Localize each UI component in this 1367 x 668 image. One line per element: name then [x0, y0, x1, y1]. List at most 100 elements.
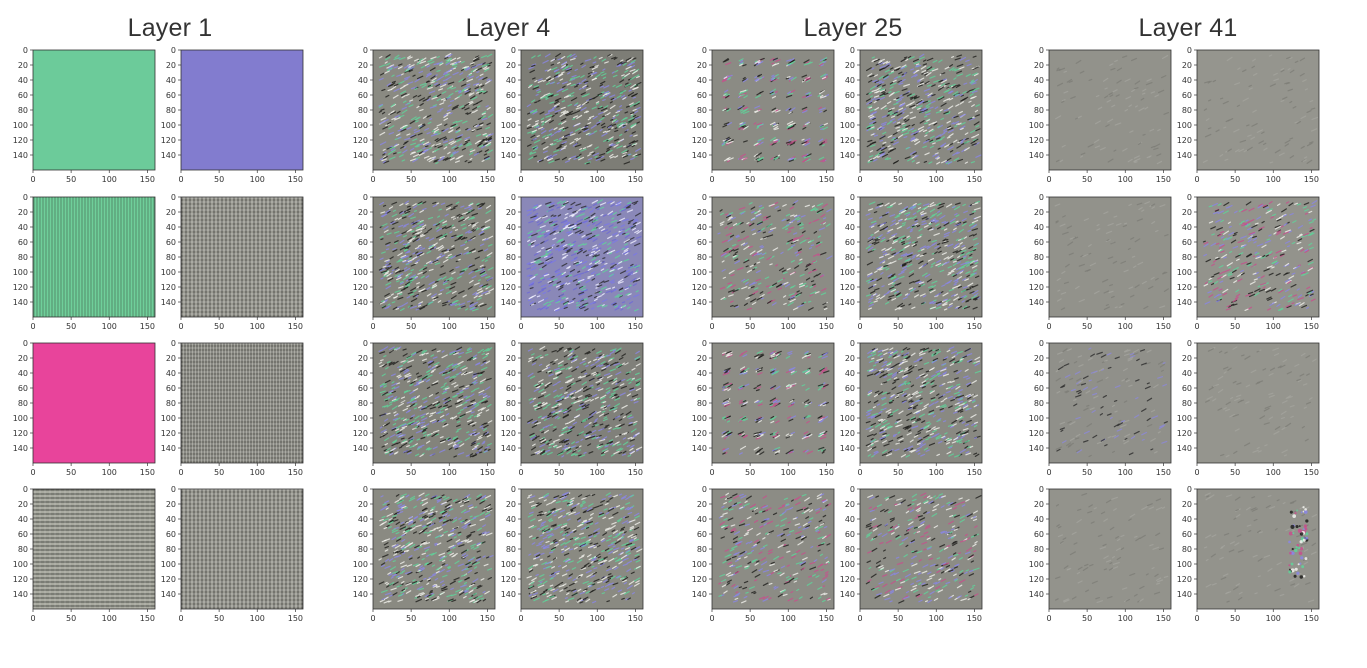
feature-map-image — [1197, 197, 1319, 317]
y-tick-label: 20 — [166, 208, 176, 217]
y-tick-label: 80 — [845, 106, 855, 115]
x-tick-label: 100 — [781, 322, 796, 331]
y-tick-label: 40 — [506, 76, 516, 85]
y-tick-label: 20 — [166, 61, 176, 70]
y-tick-label: 20 — [1034, 208, 1044, 217]
y-tick-label: 0 — [702, 485, 707, 494]
y-tick-label: 40 — [18, 515, 28, 524]
y-tick-label: 80 — [1034, 253, 1044, 262]
y-tick-label: 100 — [692, 268, 707, 277]
x-tick-label: 0 — [1046, 322, 1051, 331]
y-tick-label: 40 — [1182, 515, 1192, 524]
y-tick-label: 100 — [13, 268, 28, 277]
x-tick-label: 100 — [102, 175, 117, 184]
x-tick-label: 0 — [857, 614, 862, 623]
y-tick-label: 40 — [166, 223, 176, 232]
y-tick-label: 140 — [840, 444, 855, 453]
y-tick-label: 20 — [18, 208, 28, 217]
feature-map-plot: 0 20 40 60 80 100 120 140 0 50 100 150 — [353, 339, 496, 477]
x-tick-label: 50 — [745, 468, 755, 477]
y-tick-label: 20 — [1034, 354, 1044, 363]
y-tick-label: 120 — [161, 136, 176, 145]
feature-map-image — [1049, 343, 1171, 463]
feature-map-panel: 0 20 40 60 80 100 120 140 0 50 100 150 — [153, 339, 304, 486]
y-tick-label: 20 — [506, 500, 516, 509]
y-tick-label: 40 — [166, 369, 176, 378]
x-tick-label: 150 — [140, 322, 155, 331]
y-tick-label: 120 — [1029, 136, 1044, 145]
y-tick-label: 100 — [161, 268, 176, 277]
y-tick-label: 140 — [1029, 298, 1044, 307]
feature-map-image — [1197, 343, 1319, 463]
y-tick-label: 80 — [18, 106, 28, 115]
feature-map-panel: 0 20 40 60 80 100 120 140 0 50 100 150 — [345, 193, 496, 340]
y-tick-label: 0 — [1187, 485, 1192, 494]
feature-map-panel: 0 20 40 60 80 100 120 140 0 50 100 150 — [345, 339, 496, 486]
y-tick-label: 20 — [506, 61, 516, 70]
y-tick-label: 80 — [506, 253, 516, 262]
x-tick-label: 150 — [967, 468, 982, 477]
y-tick-label: 140 — [161, 151, 176, 160]
feature-map-plot: 0 20 40 60 80 100 120 140 0 50 100 150 — [501, 339, 644, 477]
y-tick-label: 0 — [1187, 339, 1192, 348]
feature-map-plot: 0 20 40 60 80 100 120 140 0 50 100 150 — [161, 485, 304, 623]
x-tick-label: 150 — [288, 468, 303, 477]
y-tick-label: 80 — [1182, 545, 1192, 554]
y-tick-label: 120 — [353, 283, 368, 292]
x-tick-label: 150 — [628, 468, 643, 477]
y-tick-label: 140 — [161, 590, 176, 599]
x-tick-label: 0 — [518, 614, 523, 623]
layer-title-25: Layer 25 — [803, 14, 903, 42]
x-tick-label: 150 — [1156, 614, 1171, 623]
x-tick-label: 150 — [967, 614, 982, 623]
y-tick-label: 60 — [1034, 238, 1044, 247]
y-tick-label: 0 — [1187, 193, 1192, 202]
feature-map-panel: 0 20 40 60 80 100 120 140 0 50 100 150 — [153, 46, 304, 193]
x-tick-label: 50 — [745, 614, 755, 623]
feature-map-plot: 0 20 40 60 80 100 120 140 0 50 100 150 — [353, 46, 496, 184]
y-tick-label: 80 — [1034, 106, 1044, 115]
x-tick-label: 100 — [1118, 322, 1133, 331]
y-tick-label: 100 — [692, 121, 707, 130]
feature-map-image — [181, 197, 303, 317]
y-tick-label: 140 — [161, 444, 176, 453]
y-tick-label: 140 — [1177, 590, 1192, 599]
feature-map-plot: 0 20 40 60 80 100 120 140 0 50 100 150 — [501, 46, 644, 184]
feature-map-image — [1049, 50, 1171, 170]
y-tick-label: 120 — [1177, 136, 1192, 145]
y-tick-label: 100 — [1029, 121, 1044, 130]
y-tick-label: 100 — [501, 560, 516, 569]
y-tick-label: 60 — [1034, 91, 1044, 100]
y-tick-label: 0 — [171, 46, 176, 55]
x-tick-label: 150 — [628, 175, 643, 184]
y-tick-label: 20 — [358, 208, 368, 217]
y-tick-label: 100 — [161, 560, 176, 569]
y-tick-label: 40 — [1182, 76, 1192, 85]
y-tick-label: 20 — [166, 354, 176, 363]
x-tick-label: 100 — [102, 322, 117, 331]
feature-map-plot: 0 20 40 60 80 100 120 140 0 50 100 150 — [840, 485, 983, 623]
x-tick-label: 0 — [370, 614, 375, 623]
x-tick-label: 50 — [554, 468, 564, 477]
y-tick-label: 60 — [845, 238, 855, 247]
feature-map-plot: 0 20 40 60 80 100 120 140 0 50 100 150 — [692, 46, 835, 184]
y-tick-label: 120 — [692, 575, 707, 584]
y-tick-label: 60 — [1182, 384, 1192, 393]
feature-map-image — [521, 197, 643, 317]
layer-title-1: Layer 1 — [127, 14, 213, 42]
y-tick-label: 60 — [506, 91, 516, 100]
y-tick-label: 80 — [358, 399, 368, 408]
y-tick-label: 40 — [845, 369, 855, 378]
y-tick-label: 60 — [506, 530, 516, 539]
y-tick-label: 0 — [23, 46, 28, 55]
y-tick-label: 60 — [166, 91, 176, 100]
feature-map-panel: 0 20 40 60 80 100 120 140 0 50 100 150 — [684, 46, 835, 193]
y-tick-label: 0 — [511, 339, 516, 348]
x-tick-label: 150 — [628, 614, 643, 623]
y-tick-label: 80 — [845, 545, 855, 554]
x-tick-label: 100 — [250, 175, 265, 184]
feature-map-image — [712, 197, 834, 317]
y-tick-label: 80 — [166, 399, 176, 408]
x-tick-label: 100 — [250, 468, 265, 477]
feature-map-image — [1197, 50, 1319, 170]
